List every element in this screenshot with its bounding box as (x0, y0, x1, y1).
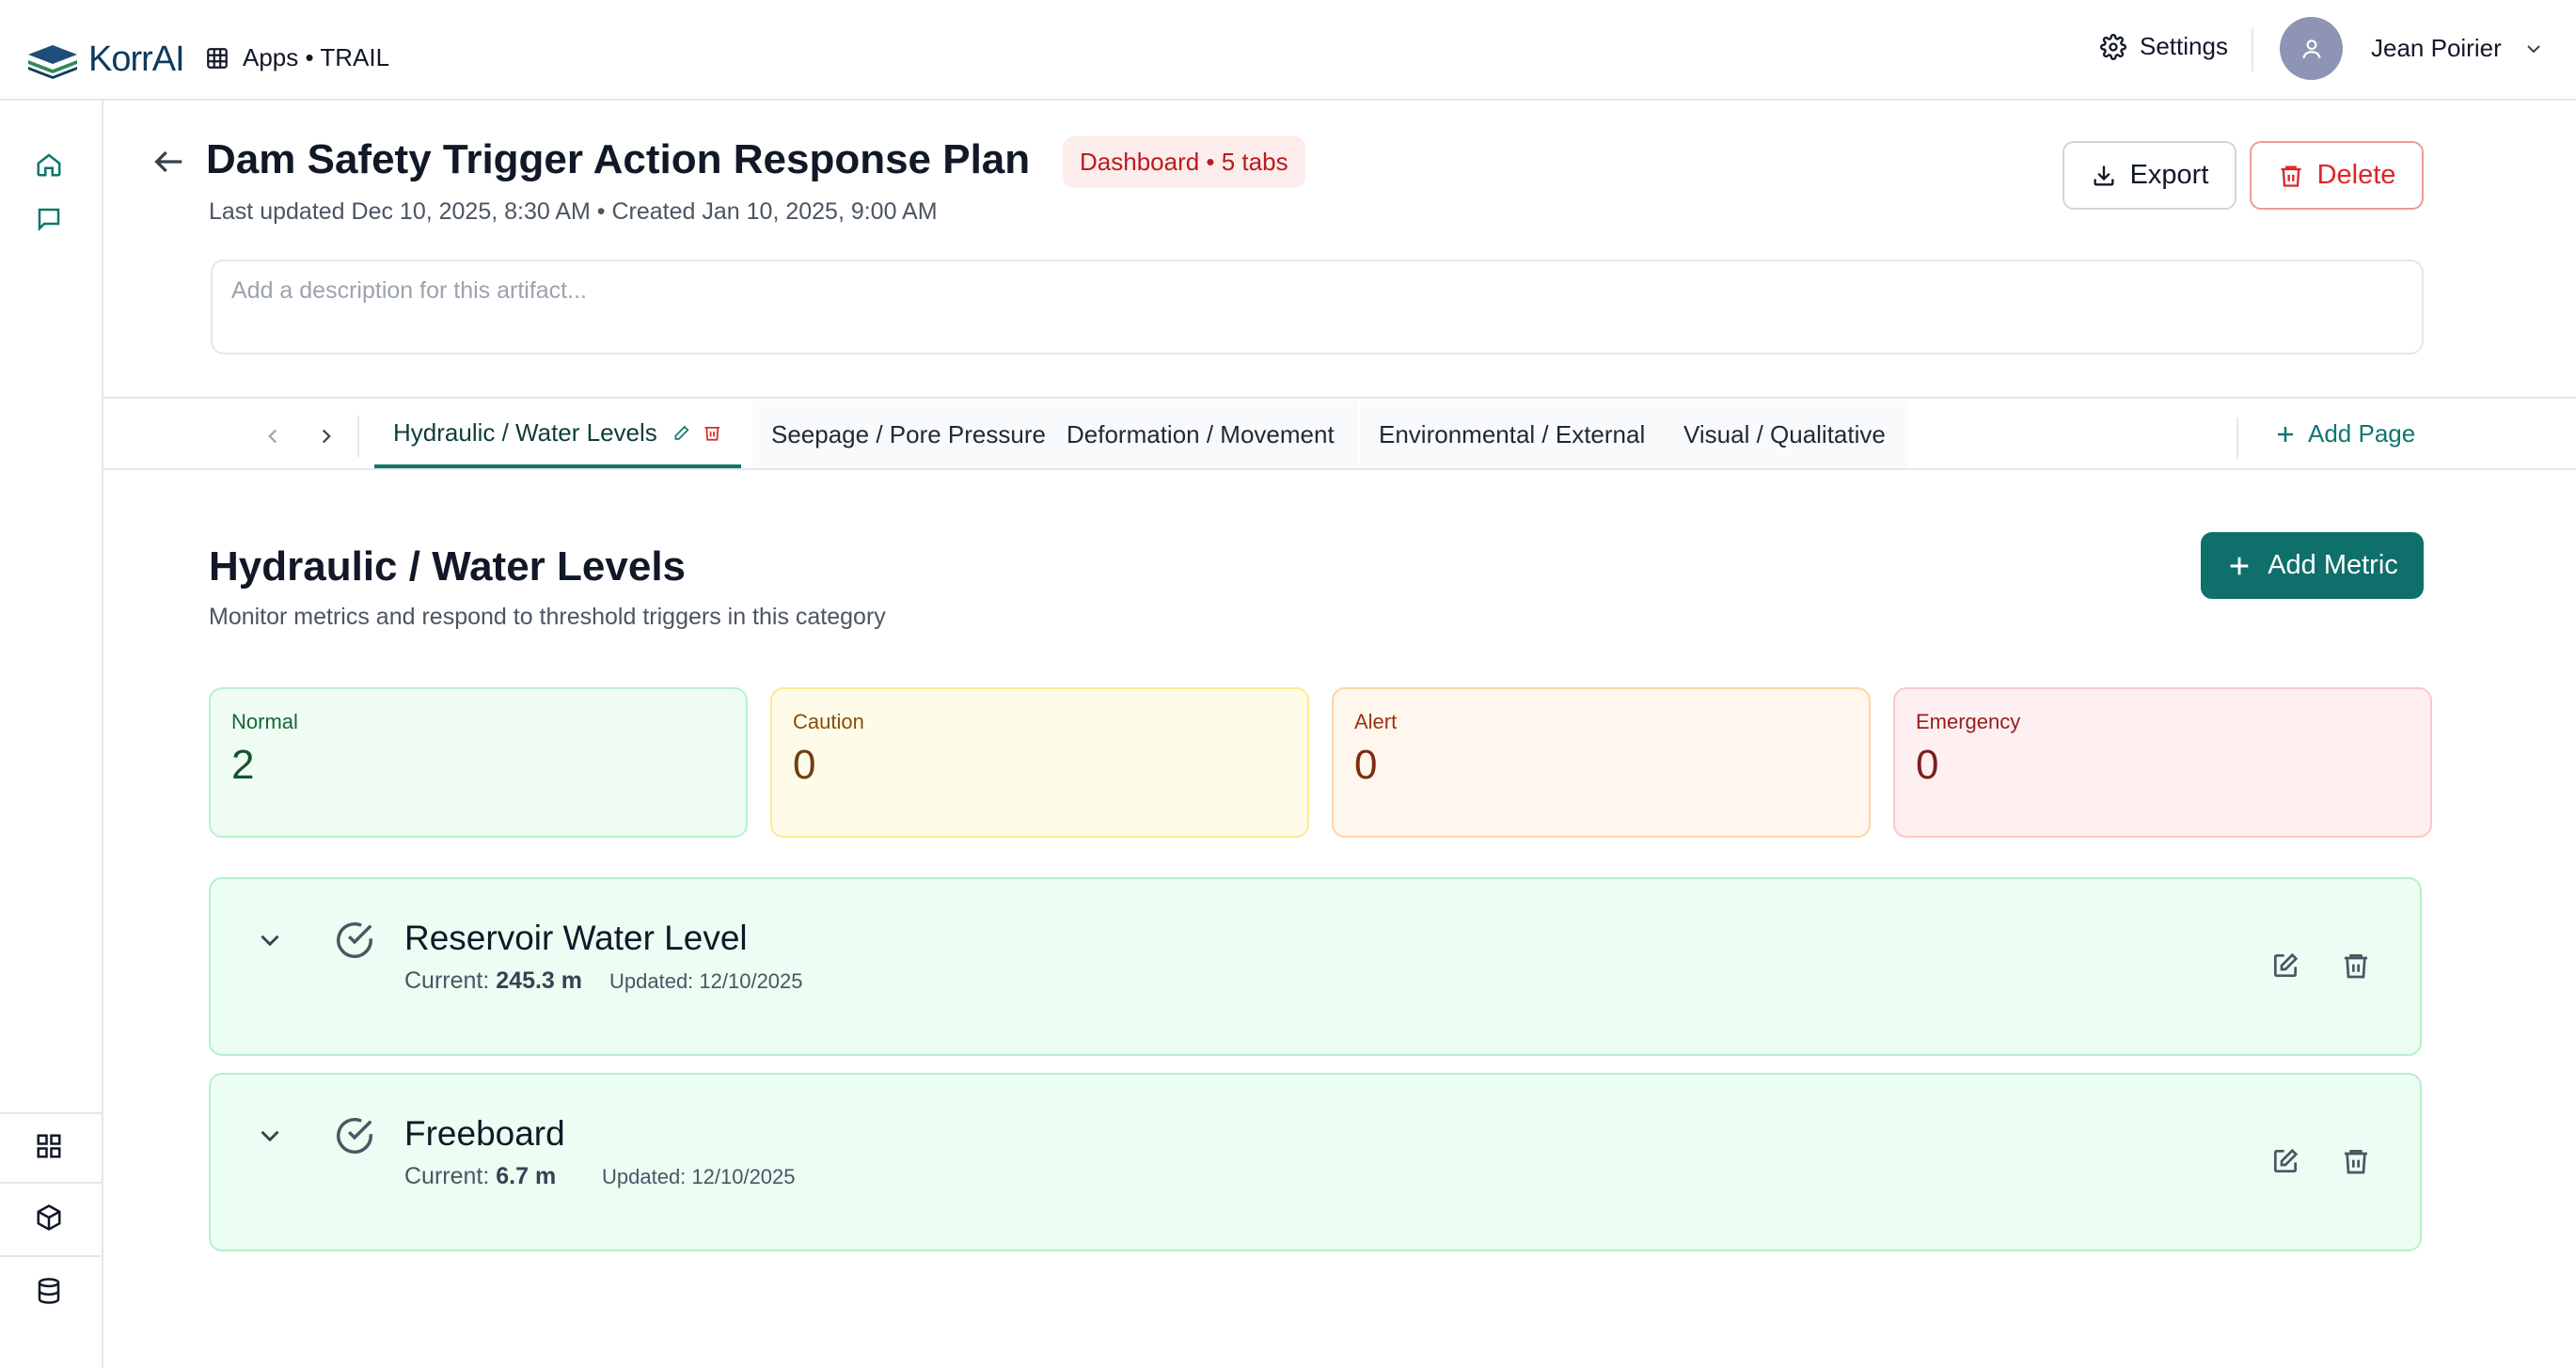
header-divider (2252, 28, 2253, 71)
stat-label: Emergency (1916, 710, 2021, 733)
user-icon (2301, 39, 2321, 58)
stat-value: 0 (1354, 742, 1378, 788)
sidebar-divider (0, 1182, 102, 1184)
tab-scroll-right[interactable] (308, 417, 345, 455)
chevron-down-icon[interactable] (254, 1120, 286, 1152)
trash-icon[interactable] (703, 422, 722, 443)
artifact-meta: Last updated Dec 10, 2025, 8:30 AM • Cre… (209, 198, 938, 225)
database-icon (38, 1278, 60, 1304)
sidebar-divider (0, 1255, 102, 1257)
stat-label: Caution (793, 710, 864, 733)
trash-icon (2281, 165, 2301, 187)
nav-apps[interactable] (32, 1129, 66, 1163)
tab-label: Visual / Qualitative (1683, 419, 1886, 448)
metric-current-value: 245.3 m (496, 967, 583, 994)
trash-icon[interactable] (2341, 951, 2371, 981)
pencil-icon[interactable] (672, 422, 692, 443)
tab-deformation-movement[interactable]: Deformation / Movement (1048, 401, 1358, 468)
metric-updated: Updated: 12/10/2025 (602, 1165, 796, 1188)
tab-label: Hydraulic / Water Levels (393, 417, 657, 447)
add-page-button[interactable]: Add Page (2274, 419, 2415, 448)
stat-label: Alert (1354, 710, 1398, 733)
metric-name: Reservoir Water Level (404, 919, 748, 957)
add-page-label: Add Page (2308, 419, 2416, 448)
metric-card-freeboard: Freeboard Current: 6.7 m Updated: 12/10/… (209, 1073, 2422, 1251)
nav-models[interactable] (32, 1201, 66, 1234)
nav-chat[interactable] (32, 202, 66, 236)
tab-label: Deformation / Movement (1067, 419, 1335, 448)
chevron-right-icon (322, 429, 331, 444)
description-input[interactable]: Add a description for this artifact... (211, 259, 2424, 354)
stat-card-alert: Alert 0 (1332, 687, 1871, 838)
section-title: Hydraulic / Water Levels (209, 543, 687, 590)
logo-mark-icon (28, 44, 77, 79)
add-metric-button[interactable]: Add Metric (2201, 532, 2424, 599)
status-badge: Dashboard • 5 tabs (1063, 136, 1305, 188)
delete-button[interactable]: Delete (2250, 141, 2424, 210)
check-circle-icon (337, 922, 372, 958)
tab-label: Environmental / External (1379, 419, 1646, 448)
cube-icon (37, 1204, 61, 1231)
apps-icon (37, 1134, 61, 1158)
metric-current-prefix: Current: (404, 1163, 497, 1189)
tab-bar: Hydraulic / Water Levels Seepage / Pore … (103, 397, 2576, 470)
tab-seepage-pore-pressure[interactable]: Seepage / Pore Pressure (752, 401, 1082, 468)
metric-current: Current: 6.7 m (404, 1163, 556, 1190)
nav-home[interactable] (32, 148, 66, 181)
chevron-down-icon[interactable] (254, 924, 286, 956)
stat-value: 0 (793, 742, 816, 788)
chat-icon (38, 208, 60, 232)
export-button[interactable]: Export (2062, 141, 2236, 210)
page-title: Dam Safety Trigger Action Response Plan (206, 136, 1031, 182)
left-sidebar (0, 101, 103, 1368)
stat-value: 2 (231, 742, 255, 788)
gear-icon (2100, 33, 2126, 60)
plus-icon (2230, 557, 2249, 574)
section-subtitle: Monitor metrics and respond to threshold… (209, 604, 886, 630)
logo-text: KorrAI (88, 39, 185, 79)
tab-scroll-left[interactable] (254, 417, 292, 455)
metric-name: Freeboard (404, 1114, 565, 1153)
nav-data[interactable] (32, 1274, 66, 1308)
apps-label: Apps • TRAIL (243, 43, 390, 71)
export-label: Export (2129, 160, 2209, 190)
metric-card-reservoir-water-level: Reservoir Water Level Current: 245.3 m U… (209, 877, 2422, 1056)
top-bar: KorrAI Apps • TRAIL Settings Jean Poirie… (0, 0, 2576, 101)
chevron-left-icon (268, 429, 277, 444)
arrow-left-icon[interactable] (150, 143, 188, 181)
stat-card-caution: Caution 0 (770, 687, 1309, 838)
tab-visual-qualitative[interactable]: Visual / Qualitative (1665, 401, 1907, 468)
user-name[interactable]: Jean Poirier (2371, 34, 2502, 62)
stat-value: 0 (1916, 742, 1939, 788)
settings-button[interactable]: Settings (2100, 32, 2228, 61)
tab-divider (357, 416, 359, 457)
edit-icon[interactable] (2270, 1146, 2300, 1176)
metric-updated: Updated: 12/10/2025 (609, 969, 803, 993)
metric-current: Current: 245.3 m (404, 967, 582, 995)
stat-card-normal: Normal 2 (209, 687, 748, 838)
tab-bar-divider (2236, 417, 2238, 459)
metric-current-prefix: Current: (404, 967, 497, 994)
logo[interactable]: KorrAI (26, 39, 185, 80)
stat-card-emergency: Emergency 0 (1893, 687, 2432, 838)
download-icon (2094, 165, 2114, 185)
sidebar-divider (0, 1112, 102, 1114)
apps-menu[interactable]: Apps • TRAIL (205, 43, 389, 72)
check-circle-icon (337, 1118, 372, 1154)
edit-icon[interactable] (2270, 951, 2300, 981)
delete-label: Delete (2316, 160, 2396, 190)
metric-current-value: 6.7 m (496, 1163, 557, 1189)
settings-label: Settings (2140, 32, 2228, 60)
tab-hydraulic-water-levels[interactable]: Hydraulic / Water Levels (374, 401, 741, 468)
tab-label: Seepage / Pore Pressure (771, 419, 1046, 448)
grid-icon (207, 47, 228, 69)
stat-label: Normal (231, 710, 298, 733)
chevron-down-icon[interactable] (2522, 38, 2545, 60)
avatar[interactable] (2280, 17, 2343, 80)
home-icon (37, 153, 61, 177)
add-metric-label: Add Metric (2268, 550, 2398, 580)
plus-icon (2278, 426, 2293, 442)
trash-icon[interactable] (2341, 1146, 2371, 1176)
tab-environmental-external[interactable]: Environmental / External (1360, 401, 1670, 468)
